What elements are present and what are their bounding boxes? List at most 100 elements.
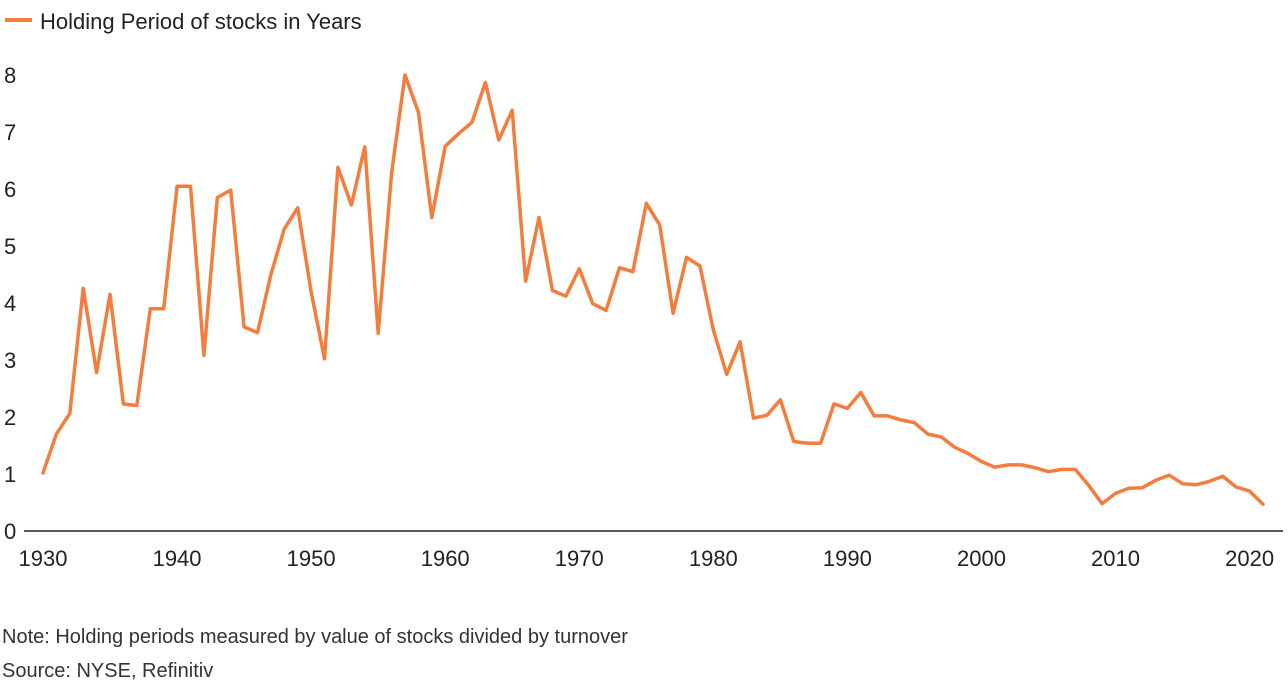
data-point [403, 73, 407, 77]
data-point [738, 340, 742, 344]
data-point [564, 294, 568, 298]
data-point [1087, 483, 1091, 487]
y-tick-label: 2 [4, 405, 16, 430]
data-point [859, 391, 863, 395]
data-point [1127, 486, 1131, 490]
data-point [939, 435, 943, 439]
data-point [980, 460, 984, 464]
y-tick-label: 1 [4, 462, 16, 487]
x-tick-label: 1990 [823, 546, 872, 571]
data-point [698, 264, 702, 268]
data-point [135, 404, 139, 408]
data-point [483, 80, 487, 84]
data-point [202, 353, 206, 357]
data-point [1261, 502, 1265, 506]
data-point [363, 145, 367, 149]
data-point [872, 414, 876, 418]
x-tick-label: 2000 [957, 546, 1006, 571]
data-point [470, 120, 474, 124]
data-point [229, 188, 233, 192]
data-point [1234, 485, 1238, 489]
data-point [309, 290, 313, 294]
source-text: Source: NYSE, Refinitiv [2, 660, 214, 682]
data-point [81, 286, 85, 290]
series-line [41, 73, 1265, 506]
data-point [886, 414, 890, 418]
data-point [162, 307, 166, 311]
data-point [497, 138, 501, 142]
data-point [778, 398, 782, 402]
data-point [1073, 467, 1077, 471]
data-point [1248, 489, 1252, 493]
legend: Holding Period of stocks in Years [5, 9, 362, 34]
x-tick-label: 2010 [1091, 546, 1140, 571]
legend-label: Holding Period of stocks in Years [40, 9, 362, 34]
data-point [121, 402, 125, 406]
data-point [68, 412, 72, 416]
data-point [1020, 463, 1024, 467]
data-point [577, 267, 581, 271]
data-point [845, 406, 849, 410]
data-point [269, 273, 273, 277]
data-point [671, 311, 675, 315]
data-point [752, 416, 756, 420]
data-point [631, 270, 635, 274]
data-point [215, 196, 219, 200]
data-point [765, 413, 769, 417]
x-tick-label: 1960 [421, 546, 470, 571]
x-axis: 1930 1940 1950 1960 1970 1980 1990 2000 2010 2020 [19, 530, 1283, 571]
data-point [819, 441, 823, 445]
y-tick-label: 3 [4, 348, 16, 373]
data-point [1194, 483, 1198, 487]
data-point [349, 203, 353, 207]
data-point [376, 331, 380, 335]
data-point [41, 471, 45, 475]
y-axis: 0 1 2 3 4 5 6 7 8 [4, 63, 16, 544]
data-point [1167, 473, 1171, 477]
data-point [604, 308, 608, 312]
y-tick-label: 6 [4, 177, 16, 202]
data-point [323, 357, 327, 361]
x-tick-label: 1970 [555, 546, 604, 571]
data-point [792, 440, 796, 444]
data-point [416, 110, 420, 114]
data-point [390, 171, 394, 175]
data-point [1060, 467, 1064, 471]
data-point [1033, 466, 1037, 470]
data-point [912, 421, 916, 425]
data-point [711, 328, 715, 332]
data-point [510, 108, 514, 112]
data-point [1181, 482, 1185, 486]
y-tick-label: 4 [4, 291, 16, 316]
data-point [148, 307, 152, 311]
data-point [1006, 463, 1010, 467]
data-point [1047, 470, 1051, 474]
data-point [256, 331, 260, 335]
data-point [336, 165, 340, 169]
data-point [832, 402, 836, 406]
data-point [457, 132, 461, 136]
y-tick-label: 5 [4, 234, 16, 259]
data-point [95, 371, 99, 375]
data-point [242, 325, 246, 329]
data-point [1140, 486, 1144, 490]
x-tick-label: 1950 [287, 546, 336, 571]
data-point [175, 184, 179, 188]
x-tick-label: 1940 [153, 546, 202, 571]
data-point [805, 441, 809, 445]
data-point [1114, 491, 1118, 495]
y-tick-label: 7 [4, 120, 16, 145]
data-point [282, 227, 286, 231]
y-tick-label: 0 [4, 519, 16, 544]
data-point [591, 302, 595, 306]
plot-area [41, 73, 1265, 506]
data-point [54, 432, 58, 436]
data-point [1207, 479, 1211, 483]
data-point [725, 372, 729, 376]
data-point [953, 445, 957, 449]
y-tick-label: 8 [4, 63, 16, 88]
data-point [1154, 478, 1158, 482]
data-point [658, 223, 662, 227]
data-point [1100, 502, 1104, 506]
data-point [685, 255, 689, 259]
